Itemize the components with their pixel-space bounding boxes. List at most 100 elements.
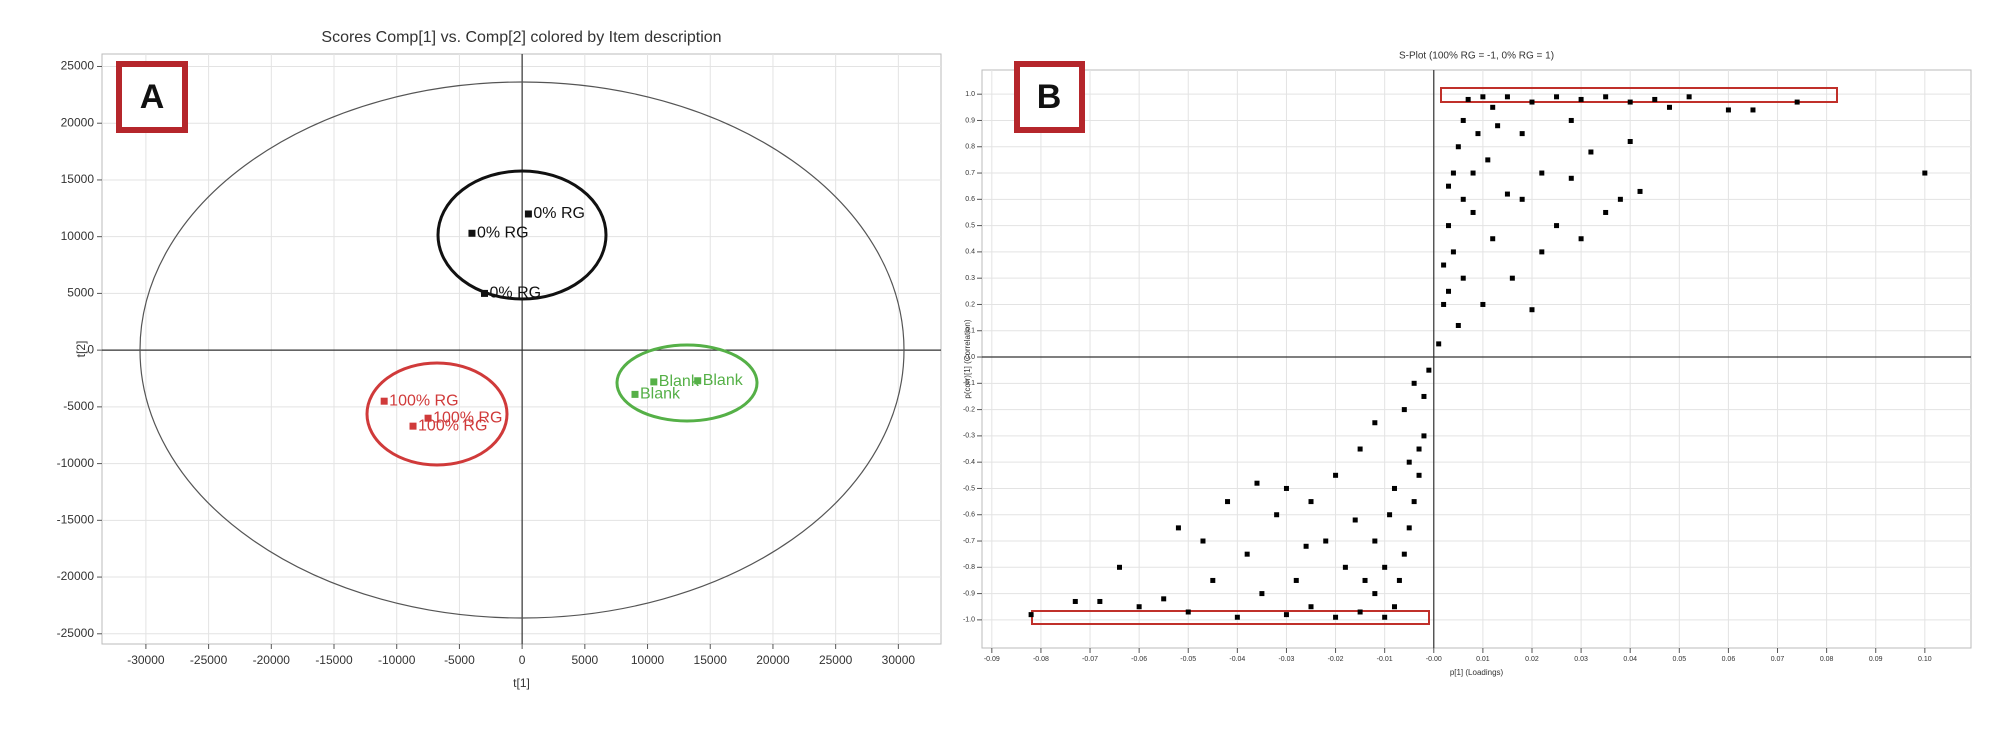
y-tick-label: -25000 — [57, 626, 95, 640]
x-tick-label: 0 — [519, 653, 526, 667]
data-point — [1210, 577, 1216, 583]
data-point — [1603, 209, 1609, 215]
data-point — [694, 377, 702, 385]
data-point — [1283, 612, 1289, 618]
group-circle — [365, 361, 509, 467]
data-point — [1283, 485, 1289, 491]
x-tick-label: 0.05 — [1672, 656, 1686, 663]
panel-label: B — [1037, 78, 1062, 116]
data-point — [1529, 99, 1535, 105]
data-point — [1455, 144, 1461, 150]
x-tick-label: 0.04 — [1623, 656, 1637, 663]
x-tick-label: -0.00 — [1426, 656, 1442, 663]
highlight-box — [1031, 610, 1430, 625]
data-point — [1136, 604, 1142, 610]
chart-title: Scores Comp[1] vs. Comp[2] colored by It… — [321, 29, 721, 46]
data-point — [1436, 341, 1442, 347]
data-point — [631, 390, 639, 398]
data-point — [1411, 380, 1417, 386]
plot-frame — [101, 53, 942, 645]
y-tick-label: -0.7 — [963, 538, 975, 545]
data-point — [1401, 551, 1407, 557]
data-point — [1485, 157, 1491, 163]
y-tick-label: -1.0 — [963, 617, 975, 624]
data-point — [1401, 407, 1407, 413]
y-tick-label: 25000 — [61, 59, 95, 73]
data-point — [424, 414, 432, 422]
data-point — [1637, 188, 1643, 194]
y-tick-label: 0.6 — [965, 196, 975, 203]
point-label: 100% RG — [433, 409, 502, 426]
x-tick-label: -0.02 — [1328, 656, 1344, 663]
panel-b-background: -0.09 -0.08 -0.07 -0.06 -0.05 -0.04 -0.03 -0.02… — [963, 51, 1972, 677]
data-point — [1446, 288, 1452, 294]
data-point — [1303, 543, 1309, 549]
point-label: 0% RG — [533, 205, 585, 222]
y-tick-label: 0.1 — [965, 328, 975, 335]
point-label: 0% RG — [490, 285, 542, 302]
y-tick-label: -0.5 — [963, 485, 975, 492]
data-point — [1504, 191, 1510, 197]
panel-a-background: -30000 -25000 -20000 -15000 -10000 -5000 0 5000… — [57, 29, 942, 690]
data-point — [1504, 94, 1510, 100]
data-point — [481, 289, 489, 297]
point-label: 0% RG — [477, 224, 529, 241]
chart-title: S-Plot (100% RG = -1, 0% RG = 1) — [1399, 51, 1554, 62]
data-point — [1460, 196, 1466, 202]
data-point — [1234, 614, 1240, 620]
data-point — [1185, 609, 1191, 615]
data-point — [1387, 512, 1393, 518]
y-tick-label: -15000 — [57, 512, 95, 526]
y-tick-label: -20000 — [57, 569, 95, 583]
data-point — [1480, 301, 1486, 307]
group-circle — [436, 169, 608, 301]
data-point — [1578, 96, 1584, 102]
data-point — [1406, 525, 1412, 531]
y-tick-label: 0 — [87, 342, 94, 356]
data-point — [1416, 446, 1422, 452]
data-point — [1372, 538, 1378, 544]
data-point — [1421, 393, 1427, 399]
data-point — [1446, 223, 1452, 229]
data-point — [1627, 138, 1633, 144]
x-tick-label: 0.10 — [1918, 656, 1932, 663]
data-point — [1475, 131, 1481, 137]
x-axis-label: t[1] — [513, 676, 530, 690]
y-tick-label: -5000 — [63, 399, 94, 413]
data-point — [1293, 577, 1299, 583]
data-point — [1617, 196, 1623, 202]
y-tick-label: 10000 — [61, 229, 95, 243]
data-point — [1391, 485, 1397, 491]
data-point — [1372, 420, 1378, 426]
data-point — [1750, 107, 1756, 113]
y-tick-label: 0.5 — [965, 222, 975, 229]
point-label: Blank — [703, 372, 744, 389]
data-point — [1225, 499, 1231, 505]
x-tick-label: 0.01 — [1476, 656, 1490, 663]
y-tick-label: -0.4 — [963, 459, 975, 466]
x-axis-label: p[1] (Loadings) — [1450, 668, 1504, 677]
data-point — [1411, 499, 1417, 505]
data-point — [1426, 367, 1432, 373]
x-tick-label: -0.01 — [1377, 656, 1393, 663]
y-axis-label: t[2] — [74, 341, 88, 358]
data-point — [1097, 598, 1103, 604]
x-tick-label: 0.09 — [1869, 656, 1883, 663]
data-point — [1465, 96, 1471, 102]
data-point — [650, 378, 658, 386]
panel-label-box — [1014, 61, 1085, 133]
data-point — [1421, 433, 1427, 439]
data-point — [1333, 472, 1339, 478]
x-tick-label: 5000 — [571, 653, 598, 667]
data-point — [1588, 149, 1594, 155]
x-tick-label: -5000 — [444, 653, 475, 667]
x-tick-label: -0.06 — [1131, 656, 1147, 663]
data-point — [1391, 604, 1397, 610]
data-point — [1259, 591, 1265, 597]
data-point — [1308, 604, 1314, 610]
group-circle — [615, 343, 759, 423]
data-point — [1274, 512, 1280, 518]
x-tick-label: 0.08 — [1820, 656, 1834, 663]
hotelling-ellipse — [139, 81, 905, 619]
x-tick-label: 25000 — [819, 653, 853, 667]
